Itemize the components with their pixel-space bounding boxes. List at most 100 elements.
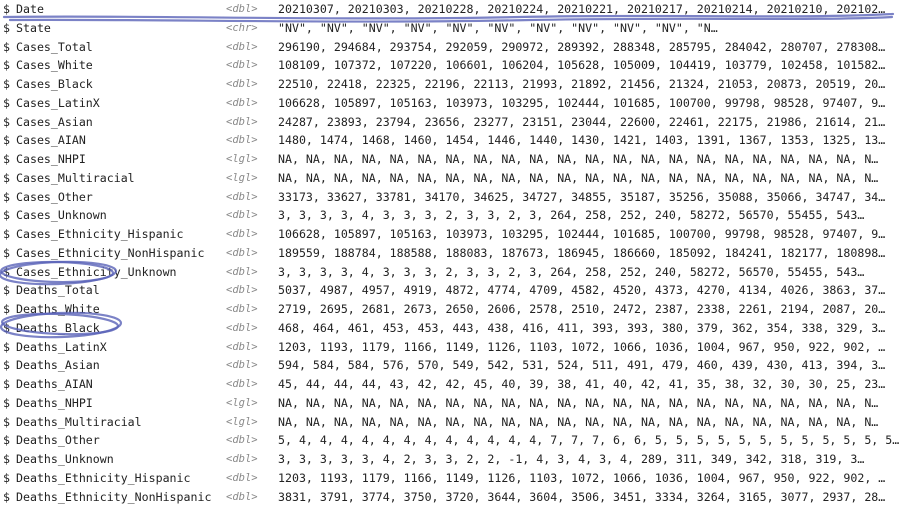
column-name: Cases_Unknown [16,206,226,225]
column-name: Deaths_Unknown [16,450,226,469]
column-name: Deaths_Asian [16,356,226,375]
glimpse-row: $Cases_Other<dbl>33173, 33627, 33781, 34… [3,188,908,207]
glimpse-output: $Date<dbl>20210307, 20210303, 20210228, … [3,0,908,506]
column-type: <dbl> [226,356,278,375]
dollar-sign: $ [3,113,16,132]
column-values: 24287, 23893, 23794, 23656, 23277, 23151… [278,113,904,132]
column-type: <dbl> [226,319,278,338]
glimpse-row: $Deaths_Unknown<dbl>3, 3, 3, 3, 3, 4, 2,… [3,450,908,469]
glimpse-row: $State<chr>"NV", "NV", "NV", "NV", "NV",… [3,19,908,38]
dollar-sign: $ [3,488,16,506]
dollar-sign: $ [3,188,16,207]
glimpse-row: $Date<dbl>20210307, 20210303, 20210228, … [3,0,908,19]
column-type: <chr> [226,19,278,38]
dollar-sign: $ [3,150,16,169]
column-type: <lgl> [226,394,278,413]
glimpse-row: $Deaths_Other<dbl>5, 4, 4, 4, 4, 4, 4, 4… [3,431,908,450]
column-values: 1203, 1193, 1179, 1166, 1149, 1126, 1103… [278,469,904,488]
column-name: Cases_NHPI [16,150,226,169]
glimpse-row: $Cases_Ethnicity_Unknown<dbl>3, 3, 3, 3,… [3,263,908,282]
dollar-sign: $ [3,263,16,282]
dollar-sign: $ [3,244,16,263]
column-type: <dbl> [226,38,278,57]
column-name: Cases_Multiracial [16,169,226,188]
column-name: Cases_White [16,56,226,75]
glimpse-row: $Deaths_Ethnicity_NonHispanic<dbl>3831, … [3,488,908,506]
glimpse-row: $Deaths_NHPI<lgl>NA, NA, NA, NA, NA, NA,… [3,394,908,413]
column-type: <dbl> [226,450,278,469]
column-type: <dbl> [226,94,278,113]
dollar-sign: $ [3,469,16,488]
column-values: 106628, 105897, 105163, 103973, 103295, … [278,94,904,113]
column-name: Deaths_White [16,300,226,319]
glimpse-row: $Deaths_LatinX<dbl>1203, 1193, 1179, 116… [3,338,908,357]
dollar-sign: $ [3,206,16,225]
dollar-sign: $ [3,94,16,113]
column-name: Cases_Ethnicity_Unknown [16,263,226,282]
column-name: Cases_Asian [16,113,226,132]
column-values: 296190, 294684, 293754, 292059, 290972, … [278,38,904,57]
column-type: <lgl> [226,150,278,169]
column-values: 1480, 1474, 1468, 1460, 1454, 1446, 1440… [278,131,904,150]
dollar-sign: $ [3,38,16,57]
column-type: <dbl> [226,375,278,394]
column-name: Deaths_Black [16,319,226,338]
column-type: <dbl> [226,488,278,506]
column-name: Deaths_Ethnicity_NonHispanic [16,488,226,506]
column-values: NA, NA, NA, NA, NA, NA, NA, NA, NA, NA, … [278,150,904,169]
glimpse-row: $Deaths_Black<dbl>468, 464, 461, 453, 45… [3,319,908,338]
dollar-sign: $ [3,413,16,432]
column-name: Cases_Black [16,75,226,94]
column-values: 1203, 1193, 1179, 1166, 1149, 1126, 1103… [278,338,904,357]
column-type: <dbl> [226,244,278,263]
column-values: 108109, 107372, 107220, 106601, 106204, … [278,56,904,75]
column-type: <dbl> [226,263,278,282]
column-type: <dbl> [226,338,278,357]
dollar-sign: $ [3,450,16,469]
column-name: Deaths_Other [16,431,226,450]
column-name: Cases_AIAN [16,131,226,150]
dollar-sign: $ [3,0,16,19]
column-name: Deaths_AIAN [16,375,226,394]
glimpse-row: $Deaths_Asian<dbl>594, 584, 584, 576, 57… [3,356,908,375]
column-name: Cases_Other [16,188,226,207]
column-values: 5037, 4987, 4957, 4919, 4872, 4774, 4709… [278,281,904,300]
column-values: NA, NA, NA, NA, NA, NA, NA, NA, NA, NA, … [278,169,904,188]
glimpse-row: $Deaths_AIAN<dbl>45, 44, 44, 44, 43, 42,… [3,375,908,394]
glimpse-row: $Cases_Ethnicity_Hispanic<dbl>106628, 10… [3,225,908,244]
dollar-sign: $ [3,131,16,150]
dollar-sign: $ [3,225,16,244]
dollar-sign: $ [3,431,16,450]
dollar-sign: $ [3,56,16,75]
dollar-sign: $ [3,394,16,413]
column-values: 189559, 188784, 188588, 188083, 187673, … [278,244,904,263]
dollar-sign: $ [3,281,16,300]
dollar-sign: $ [3,75,16,94]
column-values: 594, 584, 584, 576, 570, 549, 542, 531, … [278,356,904,375]
column-values: NA, NA, NA, NA, NA, NA, NA, NA, NA, NA, … [278,413,904,432]
column-name: Deaths_NHPI [16,394,226,413]
column-values: 45, 44, 44, 44, 43, 42, 42, 45, 40, 39, … [278,375,904,394]
column-type: <dbl> [226,56,278,75]
column-values: 3831, 3791, 3774, 3750, 3720, 3644, 3604… [278,488,904,506]
column-type: <lgl> [226,169,278,188]
column-type: <dbl> [226,113,278,132]
glimpse-row: $Cases_Total<dbl>296190, 294684, 293754,… [3,38,908,57]
glimpse-row: $Cases_Black<dbl>22510, 22418, 22325, 22… [3,75,908,94]
dollar-sign: $ [3,356,16,375]
column-name: Date [16,0,226,19]
column-type: <dbl> [226,469,278,488]
glimpse-row: $Cases_AIAN<dbl>1480, 1474, 1468, 1460, … [3,131,908,150]
dollar-sign: $ [3,375,16,394]
column-type: <dbl> [226,281,278,300]
column-values: NA, NA, NA, NA, NA, NA, NA, NA, NA, NA, … [278,394,904,413]
column-type: <dbl> [226,431,278,450]
column-type: <dbl> [226,131,278,150]
column-name: Deaths_Total [16,281,226,300]
column-type: <dbl> [226,225,278,244]
glimpse-row: $Cases_NHPI<lgl>NA, NA, NA, NA, NA, NA, … [3,150,908,169]
column-name: Deaths_LatinX [16,338,226,357]
column-values: 3, 3, 3, 3, 4, 3, 3, 3, 2, 3, 3, 2, 3, 2… [278,206,904,225]
column-type: <lgl> [226,413,278,432]
column-values: 468, 464, 461, 453, 453, 443, 438, 416, … [278,319,904,338]
